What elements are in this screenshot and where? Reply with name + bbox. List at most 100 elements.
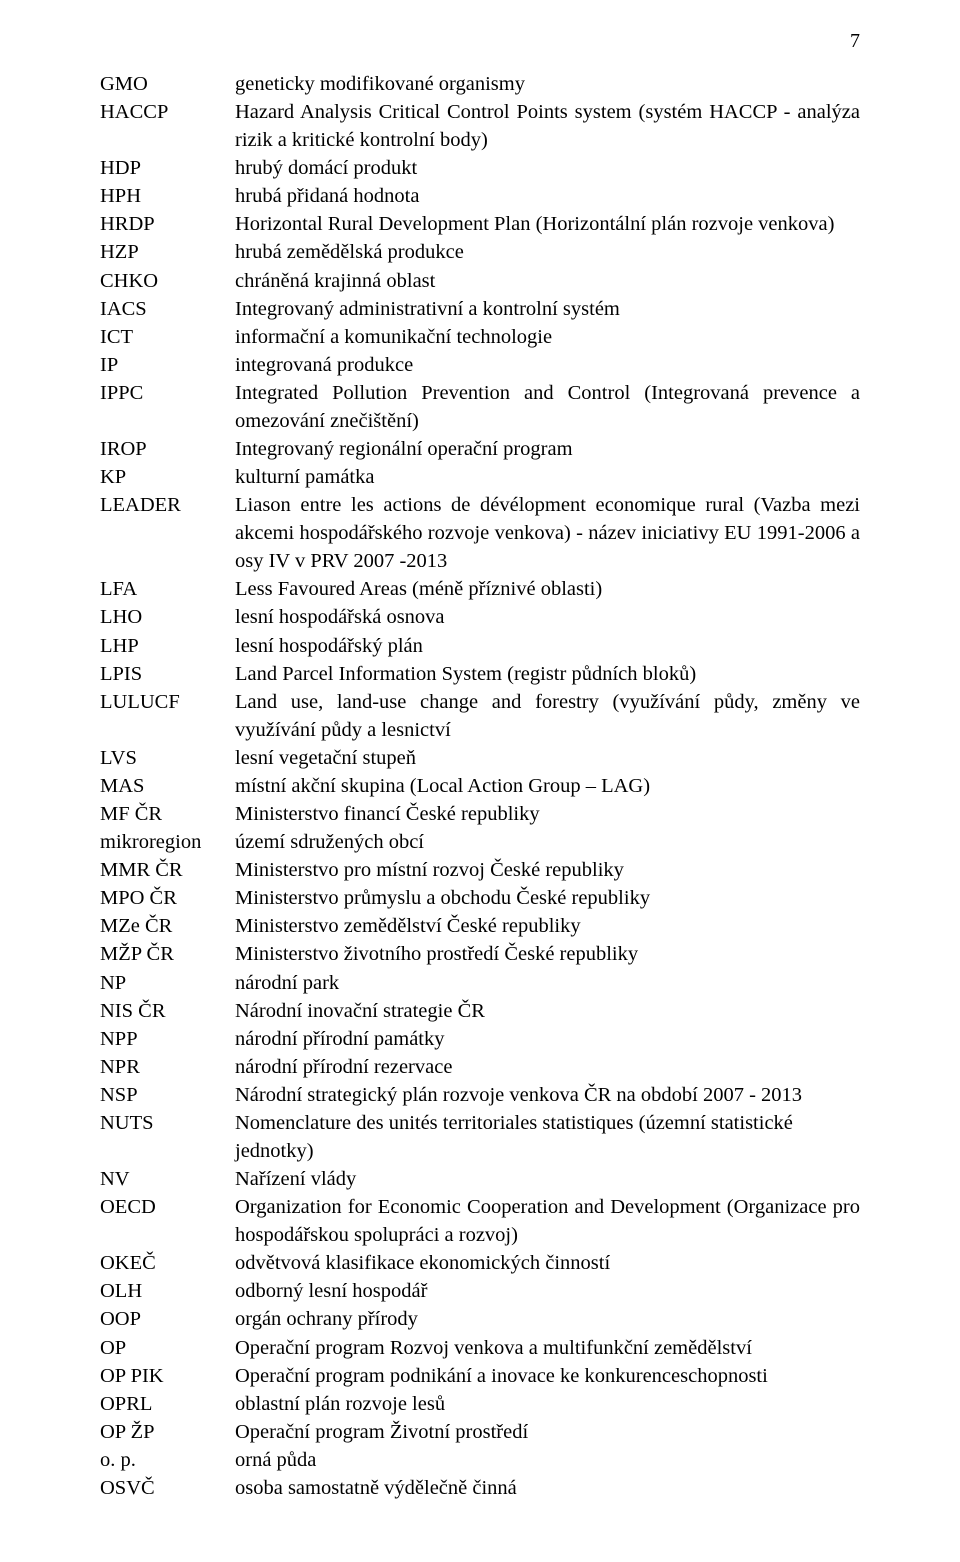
definition: národní přírodní památky [235,1025,860,1053]
glossary-row: LHOlesní hospodářská osnova [100,603,860,631]
abbreviation: NP [100,969,235,997]
definition: lesní vegetační stupeň [235,744,860,772]
glossary-row: OECDOrganization for Economic Cooperatio… [100,1193,860,1249]
glossary-row: MF ČRMinisterstvo financí České republik… [100,800,860,828]
abbreviation: OKEČ [100,1249,235,1277]
glossary-row: HACCPHazard Analysis Critical Control Po… [100,98,860,154]
abbreviation: HDP [100,154,235,182]
abbreviation: MŽP ČR [100,940,235,968]
abbreviation: OPRL [100,1390,235,1418]
definition: Land use, land-use change and forestry (… [235,688,860,744]
abbreviation: LPIS [100,660,235,688]
definition: Horizontal Rural Development Plan (Horiz… [235,210,860,238]
abbreviation: IACS [100,295,235,323]
definition: Integrated Pollution Prevention and Cont… [235,379,860,435]
abbreviation: HRDP [100,210,235,238]
definition: Liason entre les actions de dévélopment … [235,491,860,575]
abbreviation: HACCP [100,98,235,126]
definition: geneticky modifikované organismy [235,70,860,98]
abbreviation: MMR ČR [100,856,235,884]
glossary-row: LHPlesní hospodářský plán [100,632,860,660]
page-number: 7 [850,30,860,53]
definition: orná půda [235,1446,860,1474]
glossary-row: mikroregionúzemí sdružených obcí [100,828,860,856]
definition: Land Parcel Information System (registr … [235,660,860,688]
definition: integrovaná produkce [235,351,860,379]
abbreviation: OOP [100,1305,235,1333]
definition: informační a komunikační technologie [235,323,860,351]
glossary-row: LPISLand Parcel Information System (regi… [100,660,860,688]
glossary-row: NIS ČRNárodní inovační strategie ČR [100,997,860,1025]
definition: Nařízení vlády [235,1165,860,1193]
glossary-row: HPHhrubá přidaná hodnota [100,182,860,210]
abbreviation: LFA [100,575,235,603]
definition: národní přírodní rezervace [235,1053,860,1081]
abbreviation: ICT [100,323,235,351]
abbreviation: HPH [100,182,235,210]
abbreviation: mikroregion [100,828,235,856]
definition: Operační program podnikání a inovace ke … [235,1362,860,1390]
glossary-row: NPRnárodní přírodní rezervace [100,1053,860,1081]
glossary-row: LULUCFLand use, land-use change and fore… [100,688,860,744]
glossary-row: LEADERLiason entre les actions de dévélo… [100,491,860,575]
glossary-row: IROPIntegrovaný regionální operační prog… [100,435,860,463]
abbreviation: IROP [100,435,235,463]
abbreviation: OP [100,1334,235,1362]
definition: oblastní plán rozvoje lesů [235,1390,860,1418]
glossary-row: OP PIKOperační program podnikání a inova… [100,1362,860,1390]
glossary-row: GMOgeneticky modifikované organismy [100,70,860,98]
glossary-row: OP ŽPOperační program Životní prostředí [100,1418,860,1446]
definition: Národní inovační strategie ČR [235,997,860,1025]
abbreviation: GMO [100,70,235,98]
abbreviation: LULUCF [100,688,235,716]
definition: Operační program Životní prostředí [235,1418,860,1446]
glossary-row: IACSIntegrovaný administrativní a kontro… [100,295,860,323]
abbreviation: KP [100,463,235,491]
abbreviation-list: GMOgeneticky modifikované organismyHACCP… [100,70,860,1502]
definition: Less Favoured Areas (méně příznivé oblas… [235,575,860,603]
definition: lesní hospodářská osnova [235,603,860,631]
abbreviation: IPPC [100,379,235,407]
definition: Národní strategický plán rozvoje venkova… [235,1081,860,1109]
glossary-row: MPO ČRMinisterstvo průmyslu a obchodu Če… [100,884,860,912]
abbreviation: OSVČ [100,1474,235,1502]
abbreviation: IP [100,351,235,379]
definition: Nomenclature des unités territoriales st… [235,1109,860,1165]
glossary-row: OKEČodvětvová klasifikace ekonomických č… [100,1249,860,1277]
glossary-row: KPkulturní památka [100,463,860,491]
glossary-row: OSVČosoba samostatně výdělečně činná [100,1474,860,1502]
abbreviation: o. p. [100,1446,235,1474]
definition: hrubý domácí produkt [235,154,860,182]
abbreviation: CHKO [100,267,235,295]
glossary-row: OOPorgán ochrany přírody [100,1305,860,1333]
abbreviation: LEADER [100,491,235,519]
glossary-row: MZe ČRMinisterstvo zemědělství České rep… [100,912,860,940]
glossary-row: NSPNárodní strategický plán rozvoje venk… [100,1081,860,1109]
glossary-row: NUTSNomenclature des unités territoriale… [100,1109,860,1165]
glossary-row: HRDPHorizontal Rural Development Plan (H… [100,210,860,238]
abbreviation: OP PIK [100,1362,235,1390]
definition: osoba samostatně výdělečně činná [235,1474,860,1502]
abbreviation: NSP [100,1081,235,1109]
definition: území sdružených obcí [235,828,860,856]
glossary-row: CHKOchráněná krajinná oblast [100,267,860,295]
glossary-row: NPnárodní park [100,969,860,997]
abbreviation: OECD [100,1193,235,1221]
abbreviation: LHP [100,632,235,660]
abbreviation: MZe ČR [100,912,235,940]
definition: Integrovaný regionální operační program [235,435,860,463]
abbreviation: MPO ČR [100,884,235,912]
glossary-row: o. p.orná půda [100,1446,860,1474]
page-container: 7 GMOgeneticky modifikované organismyHAC… [0,0,960,1562]
glossary-row: LVSlesní vegetační stupeň [100,744,860,772]
definition: Ministerstvo průmyslu a obchodu České re… [235,884,860,912]
definition: orgán ochrany přírody [235,1305,860,1333]
abbreviation: MF ČR [100,800,235,828]
definition: Organization for Economic Cooperation an… [235,1193,860,1249]
definition: Hazard Analysis Critical Control Points … [235,98,860,154]
definition: národní park [235,969,860,997]
definition: chráněná krajinná oblast [235,267,860,295]
abbreviation: MAS [100,772,235,800]
glossary-row: NPPnárodní přírodní památky [100,1025,860,1053]
definition: Ministerstvo životního prostředí České r… [235,940,860,968]
